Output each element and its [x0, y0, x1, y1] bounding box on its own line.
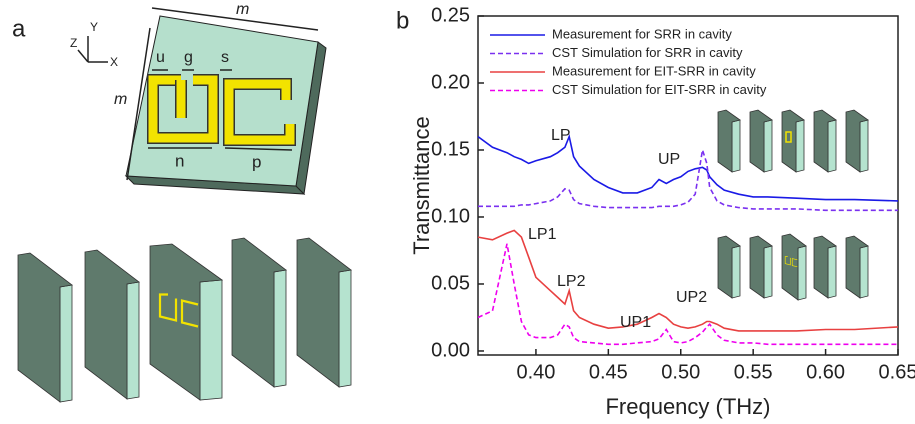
peak-label: LP1 [528, 226, 557, 243]
page: a b Y Z X m m u g s n p 0.000 [0, 0, 915, 424]
axis-letter: Z [70, 36, 77, 50]
peak-label: UP2 [676, 289, 707, 306]
slab-side [764, 246, 772, 298]
x-tick-label: 0.45 [589, 361, 628, 383]
y-tick-label: 0.25 [431, 4, 470, 26]
figure: a b Y Z X m m u g s n p 0.000 [0, 0, 915, 424]
legend-label: Measurement for EIT-SRR in cavity [552, 63, 756, 78]
slab-side [796, 120, 804, 172]
slab-side [860, 246, 868, 298]
axes-icon [78, 36, 108, 62]
dimension-label: m [114, 91, 127, 108]
slab-side [828, 246, 836, 298]
x-axis-title: Frequency (THz) [605, 394, 770, 419]
slab-side [339, 270, 351, 387]
x-tick-label: 0.55 [734, 361, 773, 383]
dimension-label: s [221, 49, 229, 66]
x-tick-label: 0.65 [879, 361, 915, 383]
legend-label: CST Simulation for EIT-SRR in cavity [552, 82, 767, 97]
slab-side [274, 270, 286, 387]
dimension-label: m [236, 1, 249, 18]
dimension-label: n [175, 151, 184, 170]
y-tick-label: 0.20 [431, 71, 470, 93]
y-tick-label: 0.05 [431, 272, 470, 294]
slab-side [798, 246, 806, 300]
y-tick-label: 0.15 [431, 138, 470, 160]
dimension-label: p [252, 152, 261, 171]
x-tick-label: 0.40 [516, 361, 555, 383]
axis-letter: Y [90, 20, 98, 34]
y-tick-label: 0.10 [431, 205, 470, 227]
peak-label: UP1 [620, 314, 651, 331]
y-tick-label: 0.00 [431, 339, 470, 361]
y-axis-title: Transmittance [409, 116, 434, 255]
slab-side [828, 120, 836, 172]
peak-label: UP [658, 151, 680, 168]
chart: 0.00 0.05 0.10 0.15 0.20 0.25 0.40 0.45 0.50 0.55… [409, 4, 915, 419]
legend-label: Measurement for SRR in cavity [552, 26, 732, 41]
unit-cell: Y Z X m m u g s n p [70, 1, 326, 194]
panel-label: a [12, 15, 26, 42]
dimension-label: g [184, 49, 193, 66]
panel-label: b [396, 7, 409, 34]
slab-side [732, 120, 740, 172]
slab-side [764, 120, 772, 172]
slab-side [860, 120, 868, 172]
slab-side [732, 246, 740, 298]
peak-label: LP [551, 127, 571, 144]
slab-side [200, 280, 222, 400]
dimension-label: u [156, 49, 165, 66]
x-tick-label: 0.50 [661, 361, 700, 383]
peak-label: LP2 [557, 273, 586, 290]
slab-side [127, 282, 139, 399]
slab-side [60, 285, 72, 402]
legend-label: CST Simulation for SRR in cavity [552, 45, 743, 60]
x-tick-label: 0.60 [806, 361, 845, 383]
axis-letter: X [110, 55, 118, 69]
